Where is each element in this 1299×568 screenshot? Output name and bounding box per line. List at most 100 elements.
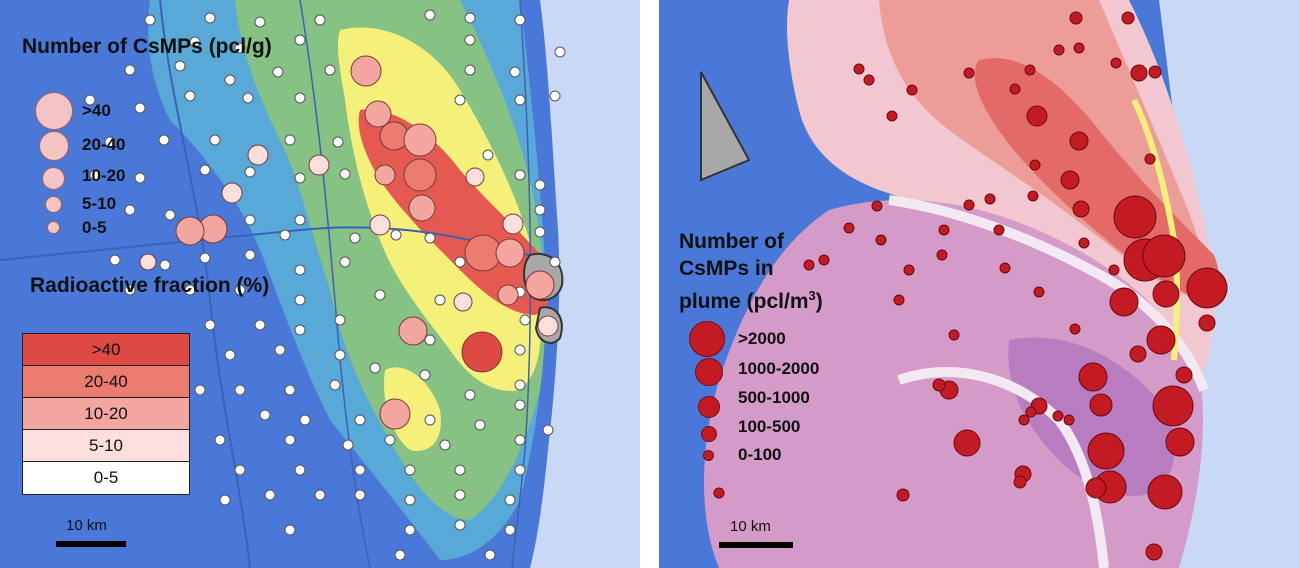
sample-marker	[439, 439, 451, 451]
sample-marker	[342, 439, 354, 451]
plume-marker	[1152, 385, 1194, 427]
plume-marker	[1142, 234, 1186, 278]
sample-marker	[299, 414, 311, 426]
plume-band	[888, 195, 1209, 392]
sample-marker	[221, 182, 243, 204]
left-scale-label: 10 km	[66, 517, 107, 534]
sample-marker	[549, 90, 561, 102]
legend-size-circle-5	[47, 221, 60, 234]
sample-marker	[294, 464, 306, 476]
sample-marker	[554, 46, 566, 58]
road-line	[511, 0, 532, 568]
right-legend-label-4: 100-500	[738, 417, 801, 436]
sample-marker	[209, 134, 221, 146]
sample-marker	[404, 494, 416, 506]
sample-marker	[284, 434, 296, 446]
sample-marker	[542, 424, 554, 436]
right-legend-circle-5	[703, 450, 714, 461]
sample-marker	[334, 349, 346, 361]
plume-marker	[1165, 427, 1195, 457]
plume-marker	[1078, 237, 1090, 249]
sample-marker	[354, 464, 366, 476]
sample-marker	[308, 154, 330, 176]
right-legend-label-3: 500-1000	[738, 388, 810, 407]
right-legend-title: Number of CsMPs in plume (pcl/m3)	[679, 228, 823, 315]
sample-marker	[534, 226, 546, 238]
plume-marker	[963, 67, 975, 79]
sample-marker	[144, 14, 156, 26]
sample-marker	[514, 379, 526, 391]
sample-marker	[194, 384, 206, 396]
legend-size-circle-1	[35, 92, 73, 130]
right-legend-label-1: >2000	[738, 329, 786, 348]
sample-marker	[509, 66, 521, 78]
sample-marker	[454, 464, 466, 476]
sample-marker	[404, 464, 416, 476]
legend-size-circle-4	[45, 196, 62, 213]
sample-marker	[244, 166, 256, 178]
plume-marker	[1129, 345, 1147, 363]
sample-marker	[234, 42, 246, 54]
plume-marker	[713, 487, 725, 499]
sample-marker	[279, 229, 291, 241]
sample-marker	[504, 494, 516, 506]
sample-marker	[453, 292, 473, 312]
road-line	[159, 0, 251, 568]
sample-marker	[124, 204, 136, 216]
sample-marker	[350, 55, 382, 87]
sample-marker	[109, 254, 121, 266]
plume-marker	[1052, 410, 1064, 422]
sample-marker	[294, 172, 306, 184]
sample-marker	[403, 123, 437, 157]
sample-marker	[464, 12, 476, 24]
sample-marker	[424, 414, 436, 426]
sample-marker	[174, 60, 186, 72]
sample-marker	[329, 379, 341, 391]
fraction-legend-title: Radioactive fraction (%)	[30, 274, 270, 297]
terrain-triangle	[700, 71, 751, 182]
plume-marker	[1175, 366, 1193, 384]
fraction-row-2: 20-40	[23, 366, 189, 398]
right-legend-circle-2	[695, 358, 723, 386]
legend-size-label-2: 20-40	[82, 135, 126, 154]
plume-marker	[1109, 287, 1139, 317]
legend-size-circle-3	[42, 167, 65, 190]
right-scale-bar	[719, 542, 793, 548]
plume-marker	[893, 294, 905, 306]
right-legend-title-line2: CsMPs in	[679, 257, 774, 280]
sample-marker	[164, 209, 176, 221]
plume-marker	[1024, 64, 1036, 76]
sample-marker	[184, 90, 196, 102]
plume-marker	[1069, 131, 1089, 151]
sample-marker	[284, 524, 296, 536]
plume-marker	[871, 200, 883, 212]
plume-markers	[713, 11, 1228, 561]
sample-marker	[175, 216, 205, 246]
plume-marker	[1013, 475, 1027, 489]
sample-marker	[224, 74, 236, 86]
sample-marker	[390, 229, 402, 241]
sample-marker	[549, 256, 561, 268]
plume-marker	[1018, 414, 1030, 426]
sample-marker	[474, 419, 486, 431]
plume-marker	[1072, 200, 1090, 218]
plume-marker	[863, 74, 875, 86]
legend-size-circle-2	[39, 131, 69, 161]
sample-marker	[314, 489, 326, 501]
plume-marker	[843, 222, 855, 234]
sample-marker	[284, 384, 296, 396]
sample-marker	[199, 164, 211, 176]
sample-marker	[424, 334, 436, 346]
sample-marker	[199, 252, 211, 264]
sample-marker	[519, 314, 531, 326]
plume-marker	[818, 254, 830, 266]
plume-marker	[1085, 477, 1107, 499]
sample-marker	[514, 14, 526, 26]
plume-marker	[1029, 159, 1041, 171]
plume-marker	[999, 262, 1011, 274]
sample-marker	[234, 384, 246, 396]
sample-marker	[254, 319, 266, 331]
right-legend-title-sup: 3	[808, 288, 816, 303]
sample-marker	[354, 489, 366, 501]
sample-marker	[403, 158, 437, 192]
